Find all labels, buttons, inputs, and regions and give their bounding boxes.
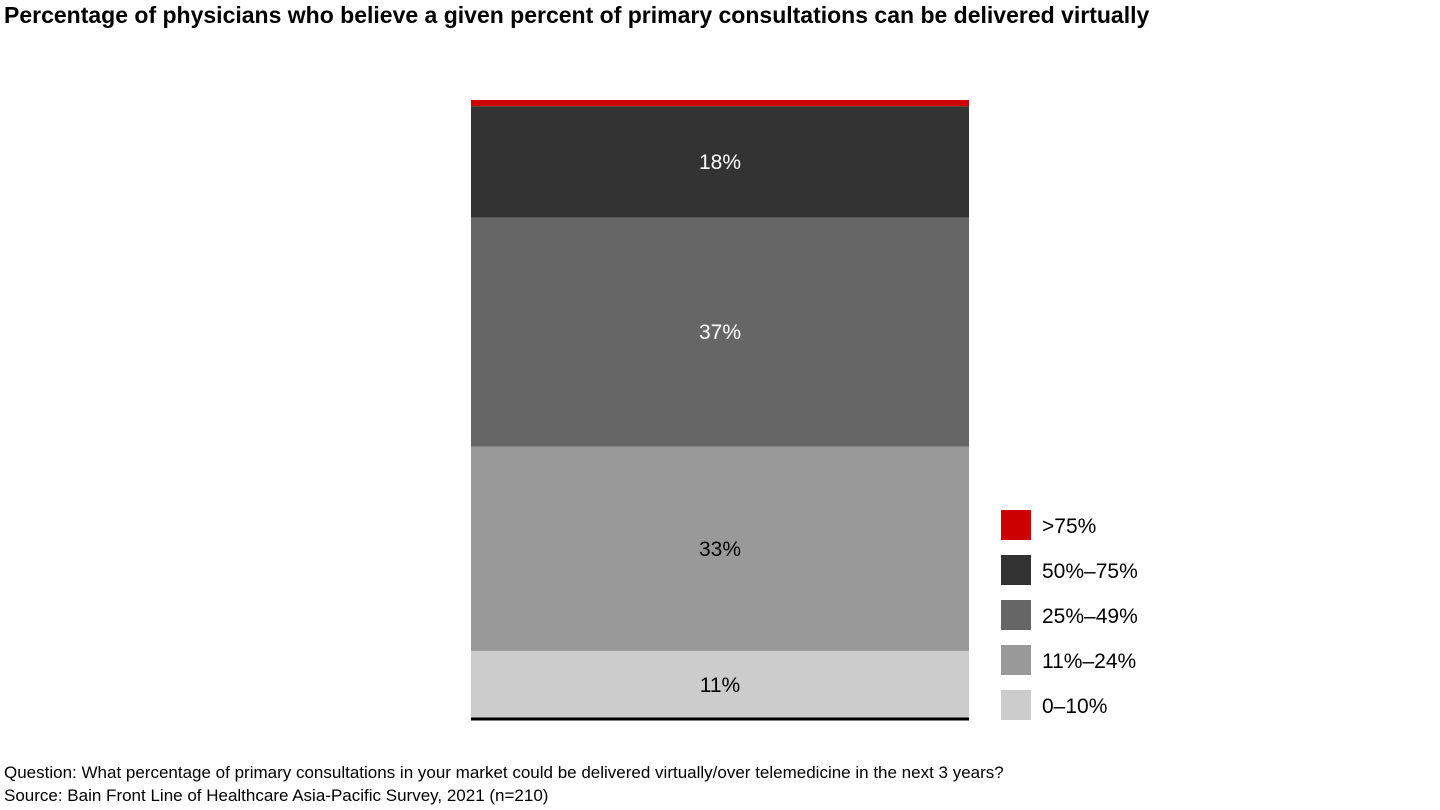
legend-label-1: 50%–75% — [1042, 560, 1138, 583]
bar-segment-2 — [471, 217, 969, 447]
bar-segment-3 — [471, 106, 969, 218]
legend-label-2: 25%–49% — [1042, 605, 1138, 628]
stacked-bar: 11% 33% 37% 18% — [471, 100, 969, 719]
data-label-0: 11% — [700, 674, 740, 697]
chart-title: Percentage of physicians who believe a g… — [4, 2, 1150, 28]
data-label-1: 33% — [699, 538, 741, 561]
legend-label-3: 11%–24% — [1042, 650, 1136, 673]
data-label-2: 37% — [699, 321, 741, 344]
legend-swatch-4 — [1001, 690, 1031, 720]
legend-label-0: >75% — [1042, 515, 1096, 538]
legend-swatch-2 — [1001, 600, 1031, 630]
bar-segment-1 — [471, 446, 969, 651]
legend-swatch-1 — [1001, 555, 1031, 585]
legend-label-4: 0–10% — [1042, 695, 1107, 718]
question-footnote: Question: What percentage of primary con… — [4, 763, 1004, 782]
bar-segment-4 — [471, 100, 969, 107]
bar-segment-0 — [471, 650, 969, 719]
source-footnote: Source: Bain Front Line of Healthcare As… — [4, 786, 549, 805]
legend: >75% 50%–75% 25%–49% 11%–24% 0–10% — [1001, 510, 1138, 720]
legend-swatch-0 — [1001, 510, 1031, 540]
data-label-3: 18% — [699, 151, 741, 174]
legend-swatch-3 — [1001, 645, 1031, 675]
